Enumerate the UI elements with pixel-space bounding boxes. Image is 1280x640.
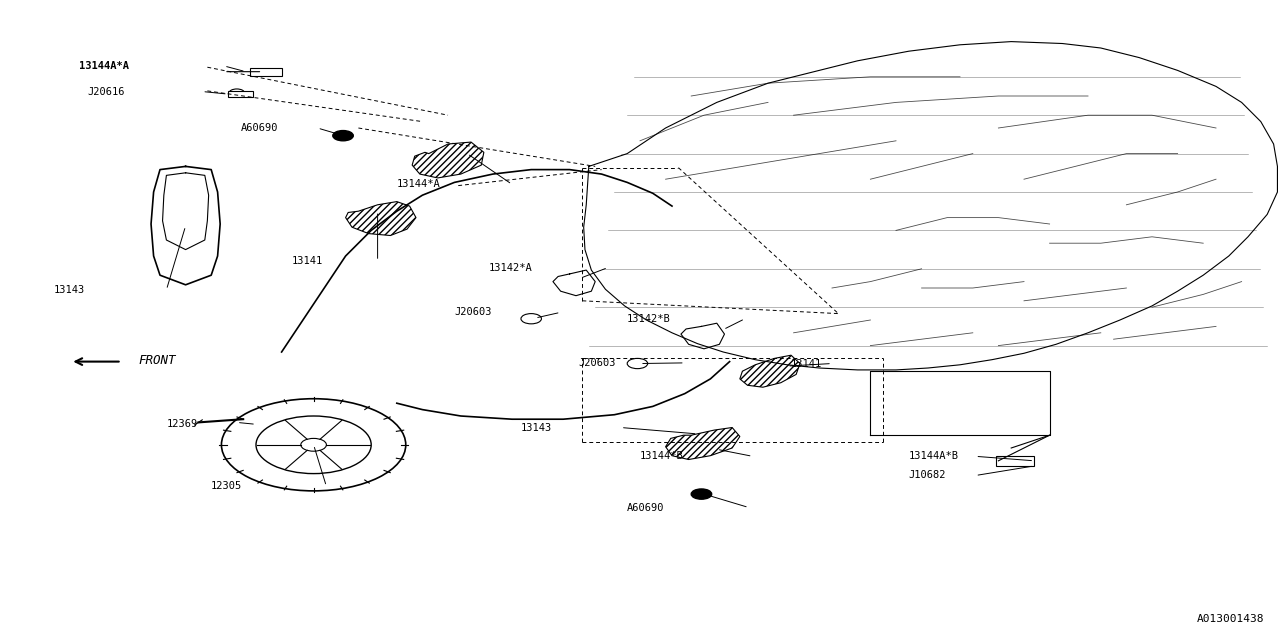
Bar <box>250 68 282 76</box>
Circle shape <box>627 358 648 369</box>
Text: J10682: J10682 <box>909 470 946 480</box>
Text: 13144A*A: 13144A*A <box>79 61 129 71</box>
Text: 13141: 13141 <box>791 358 822 369</box>
Text: A60690: A60690 <box>627 502 664 513</box>
Text: 13142*B: 13142*B <box>627 314 671 324</box>
Text: FRONT: FRONT <box>138 354 175 367</box>
Polygon shape <box>666 428 740 460</box>
Text: 13142*A: 13142*A <box>489 262 532 273</box>
Text: 13141: 13141 <box>292 256 323 266</box>
Polygon shape <box>740 355 800 387</box>
Text: 13144*A: 13144*A <box>397 179 440 189</box>
Circle shape <box>333 131 353 141</box>
Text: J20603: J20603 <box>579 358 616 368</box>
Text: 12305: 12305 <box>211 481 242 492</box>
Text: A60690: A60690 <box>241 123 278 133</box>
Bar <box>996 456 1034 466</box>
Text: 13144A*B: 13144A*B <box>909 451 959 461</box>
Text: 12369: 12369 <box>166 419 197 429</box>
Circle shape <box>521 314 541 324</box>
Polygon shape <box>412 142 484 178</box>
Text: 13144*B: 13144*B <box>640 451 684 461</box>
Text: J20603: J20603 <box>454 307 492 317</box>
Bar <box>228 91 253 97</box>
Text: A013001438: A013001438 <box>1197 614 1265 624</box>
Text: 13143: 13143 <box>521 422 552 433</box>
Circle shape <box>229 89 244 97</box>
Text: J20616: J20616 <box>87 86 124 97</box>
Polygon shape <box>346 202 416 236</box>
Text: 13143: 13143 <box>54 285 84 295</box>
Circle shape <box>691 489 712 499</box>
